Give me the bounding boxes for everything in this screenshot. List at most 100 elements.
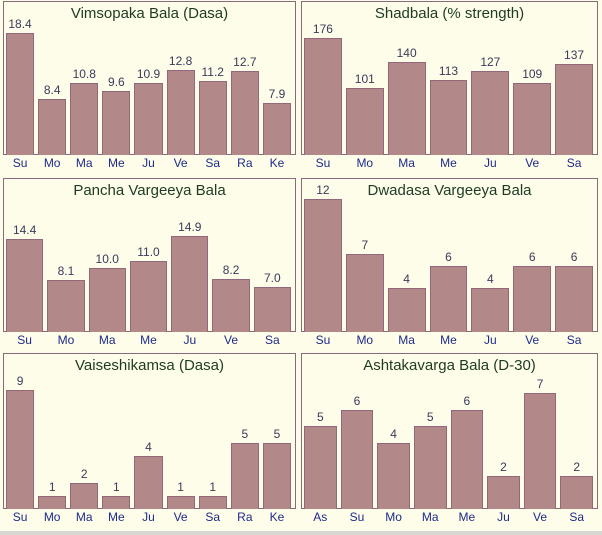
value-label: 6	[445, 249, 452, 264]
category-label: Mo	[43, 510, 61, 524]
bar-ma	[88, 267, 126, 332]
category-label: Ve	[533, 510, 548, 524]
value-label: 7.9	[268, 86, 286, 101]
value-label: 1	[209, 479, 217, 494]
value-label: 8.4	[43, 83, 61, 98]
category-label: Me	[440, 156, 457, 170]
category-label: Su	[315, 333, 331, 347]
value-label: 5	[241, 426, 249, 441]
value-label: 9.6	[108, 75, 125, 90]
value-label: 7	[361, 238, 369, 253]
bar-ke	[262, 442, 291, 509]
category-label: Sa	[205, 156, 221, 170]
category-label: Su	[12, 510, 28, 524]
bar-as	[304, 426, 337, 509]
bar-ju	[171, 236, 209, 332]
bar-mo	[38, 99, 67, 155]
category-label: Ju	[484, 156, 497, 170]
bar-ma	[387, 61, 426, 155]
category-label: Me	[440, 333, 457, 347]
value-label: 14.4	[12, 223, 37, 238]
category-label: Sa	[566, 156, 582, 170]
bar-mo	[38, 495, 67, 509]
bar-mo	[377, 442, 410, 509]
bar-ra	[230, 442, 259, 509]
value-label: 7	[536, 377, 544, 391]
bar-me	[102, 495, 131, 509]
bar-su	[6, 33, 35, 155]
bar-sa	[198, 80, 227, 155]
category-label: Su	[17, 333, 32, 347]
category-label: Ju	[183, 333, 197, 347]
value-label: 4	[390, 426, 397, 441]
bar-sa	[560, 475, 593, 509]
value-label: 12	[316, 183, 330, 197]
category-label: Ve	[525, 156, 540, 170]
bar-me	[429, 79, 468, 155]
bar-me	[129, 261, 168, 332]
chart-panel: Pancha Vargeeya Bala 14.4 8.1 10.0 11.0 14.9 8…	[3, 178, 296, 332]
category-label: Mo	[385, 510, 402, 524]
chart-title: Vaiseshikamsa (Dasa)	[75, 357, 224, 374]
bar-ju	[471, 287, 510, 332]
value-label: 10.9	[136, 66, 161, 81]
bar-ve	[166, 70, 195, 155]
bar-su	[304, 199, 342, 332]
value-label: 8.1	[57, 263, 75, 278]
category-label: Ve	[173, 510, 188, 524]
category-label: Me	[458, 510, 476, 524]
value-label: 137	[564, 47, 585, 62]
value-label: 5	[426, 410, 434, 425]
category-label: Ke	[269, 510, 285, 524]
bar-ju	[487, 475, 520, 509]
bar-mo	[47, 279, 85, 332]
value-label: 7.0	[264, 270, 281, 285]
bar-su	[6, 390, 35, 509]
chart-title: Shadbala (% strength)	[374, 5, 525, 22]
value-label: 127	[480, 54, 501, 69]
category-label: Mo	[356, 156, 374, 170]
bar-ve	[212, 279, 250, 332]
chart-panel: Ashtakavarga Bala (D-30) 5 6 4 5 6 2 7 2	[301, 353, 598, 509]
category-label: Ve	[173, 156, 188, 170]
category-label: Ma	[421, 510, 439, 524]
bar-su	[304, 38, 342, 155]
value-label: 5	[316, 410, 324, 425]
chart-title: Ashtakavarga Bala (D-30)	[363, 357, 536, 374]
category-label: Ve	[224, 333, 239, 347]
category-label: Ma	[75, 510, 93, 524]
bar-ju	[134, 456, 163, 509]
bar-mo	[345, 87, 384, 155]
bar-me	[102, 91, 131, 155]
value-label: 10.0	[95, 251, 119, 266]
bar-sa	[253, 286, 291, 332]
chart-title: Dwadasa Vargeeya Bala	[367, 182, 532, 199]
category-label: Sa	[265, 333, 280, 347]
bar-me	[450, 409, 484, 509]
value-label: 4	[403, 271, 410, 286]
value-label: 2	[573, 459, 581, 474]
category-label: Me	[140, 333, 157, 347]
value-label: 11.2	[201, 64, 224, 79]
chart-title: Pancha Vargeeya Bala	[73, 182, 226, 199]
category-label: Sa	[205, 510, 221, 524]
category-label: Mo	[57, 333, 75, 347]
category-label: Mo	[43, 156, 61, 170]
category-label: Su	[349, 510, 365, 524]
category-label: Ma	[75, 156, 93, 170]
bar-su	[6, 239, 44, 332]
bar-sa	[555, 63, 593, 155]
category-label: Sa	[566, 333, 582, 347]
bar-mo	[345, 254, 384, 332]
category-label: As	[313, 510, 328, 524]
value-label: 140	[396, 45, 417, 60]
bar-ke	[262, 102, 291, 155]
category-label: Mo	[356, 333, 374, 347]
footer-strip	[0, 531, 602, 535]
bar-ma	[413, 426, 447, 509]
value-label: 11.0	[137, 245, 160, 260]
bar-ma	[70, 83, 99, 155]
category-label: Su	[12, 156, 28, 170]
bar-ma	[70, 482, 99, 509]
